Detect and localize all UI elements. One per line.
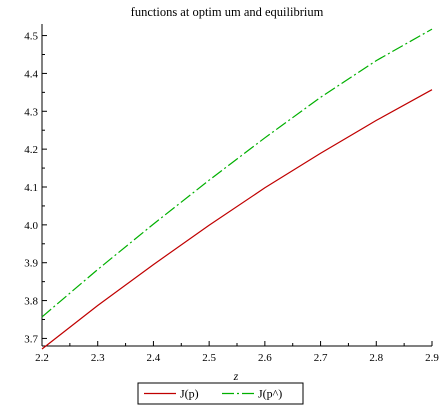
- x-tick-label: 2.5: [202, 352, 216, 364]
- chart-title: functions at optim um and equilibrium: [131, 5, 324, 19]
- legend-box: [137, 382, 304, 405]
- x-tick-label: 2.2: [35, 352, 49, 364]
- x-tick-label: 2.6: [258, 352, 272, 364]
- y-tick-label: 3.8: [24, 296, 38, 308]
- series-lines: [41, 28, 433, 350]
- legend: J(p) J(p^): [137, 382, 304, 405]
- legend-label: J(p): [180, 387, 199, 401]
- y-tick-label: 4.0: [24, 220, 38, 232]
- axes: [41, 24, 432, 347]
- series-line-jp: [41, 28, 433, 318]
- x-tick-label: 2.8: [369, 352, 383, 364]
- legend-label: J(p^): [258, 387, 282, 401]
- y-tick-label: 4.4: [24, 68, 38, 80]
- y-tick-label: 3.9: [24, 258, 38, 270]
- y-tick-label: 4.1: [24, 182, 38, 194]
- y-tick-label: 3.7: [24, 333, 38, 345]
- y-ticks: 3.7 3.8 3.9 4.0 4.1 4.2 4.3 4.4 4.5: [24, 31, 47, 345]
- y-tick-label: 4.3: [24, 106, 38, 118]
- y-tick-label: 4.2: [24, 144, 38, 156]
- x-tick-label: 2.3: [91, 352, 105, 364]
- x-tick-label: 2.7: [314, 352, 328, 364]
- x-ticks: 2.2 2.3 2.4 2.5 2.6 2.7 2.8 2.9: [35, 341, 439, 364]
- x-axis-label: z: [233, 369, 239, 383]
- y-tick-label: 4.5: [24, 31, 38, 43]
- x-tick-label: 2.9: [425, 352, 439, 364]
- series-line-jp: [41, 89, 433, 350]
- x-tick-label: 2.4: [147, 352, 161, 364]
